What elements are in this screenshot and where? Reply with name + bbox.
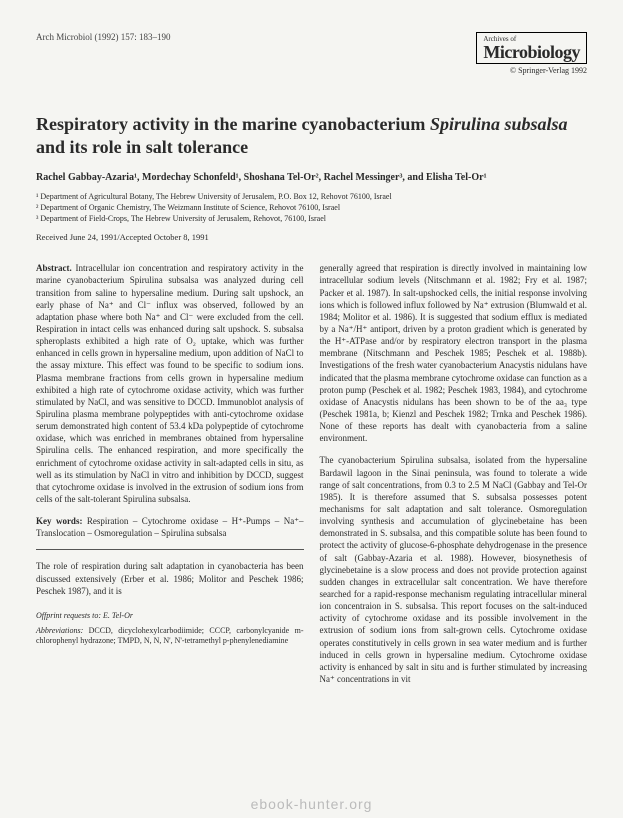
affiliation-3: ³ Department of Field-Crops, The Hebrew … (36, 213, 587, 224)
offprint-to: E. Tel-Or (101, 611, 133, 620)
received-date: Received June 24, 1991/Accepted October … (36, 232, 587, 242)
title-part2: and its role in salt tolerance (36, 137, 248, 157)
authors: Rachel Gabbay-Azaria¹, Mordechay Schonfe… (36, 172, 587, 183)
affiliation-2: ² Department of Organic Chemistry, The W… (36, 202, 587, 213)
title-part1: Respiratory activity in the marine cyano… (36, 114, 430, 134)
affiliation-1: ¹ Department of Agricultural Botany, The… (36, 191, 587, 202)
abstract-text: Intracellular ion concentration and resp… (36, 263, 304, 504)
offprint-note: Offprint requests to: E. Tel-Or (36, 611, 304, 622)
article-title: Respiratory activity in the marine cyano… (36, 113, 587, 160)
abbreviations: Abbreviations: DCCD, dicyclohexylcarbodi… (36, 626, 304, 647)
right-column: generally agreed that respiration is dir… (320, 262, 588, 695)
divider (36, 549, 304, 550)
body-p2: The cyanobacterium Spirulina subsalsa, i… (320, 454, 588, 685)
title-italic: Spirulina subsalsa (430, 114, 568, 134)
keywords-label: Key words: (36, 516, 82, 526)
offprint-label: Offprint requests to: (36, 611, 101, 620)
abstract: Abstract. Intracellular ion concentratio… (36, 262, 304, 505)
abstract-label: Abstract. (36, 263, 72, 273)
journal-name: Microbiology (483, 43, 580, 61)
body-p1: generally agreed that respiration is dir… (320, 262, 588, 444)
abbrev-label: Abbreviations: (36, 626, 83, 635)
copyright: © Springer-Verlag 1992 (476, 66, 587, 75)
journal-reference: Arch Microbiol (1992) 157: 183–190 (36, 32, 170, 42)
left-column: Abstract. Intracellular ion concentratio… (36, 262, 304, 695)
intro-text: The role of respiration during salt adap… (36, 560, 304, 596)
keywords: Key words: Respiration – Cytochrome oxid… (36, 515, 304, 539)
affiliations: ¹ Department of Agricultural Botany, The… (36, 191, 587, 225)
watermark: ebook-hunter.org (251, 796, 373, 812)
journal-logo-box: Archives of Microbiology © Springer-Verl… (476, 32, 587, 75)
